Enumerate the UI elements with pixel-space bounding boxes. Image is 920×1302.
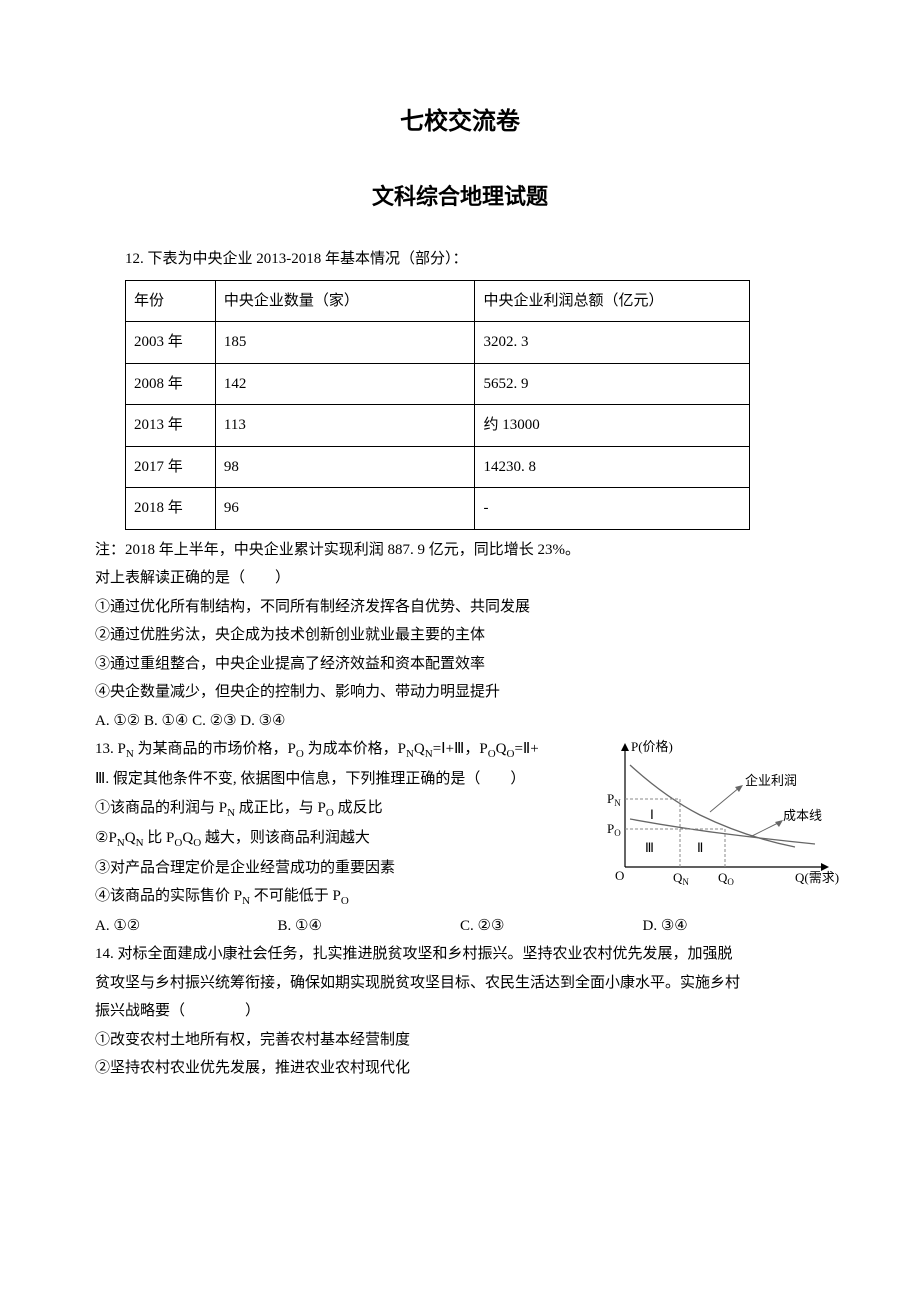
table-row: 2018 年 96 - (126, 488, 750, 530)
y-axis-label: P(价格) (631, 739, 673, 754)
q12-note: 注：2018 年上半年，中央企业累计实现利润 887. 9 亿元，同比增长 23… (95, 536, 825, 565)
th-count: 中央企业数量（家） (215, 280, 475, 322)
q14-s1: ①改变农村土地所有权，完善农村基本经营制度 (95, 1026, 825, 1055)
q14-line3: 振兴战略要（ ） (95, 997, 825, 1026)
opt-b: B. ①④ (278, 912, 461, 941)
q12-s1: ①通过优化所有制结构，不同所有制经济发挥各自优势、共同发展 (95, 593, 825, 622)
q14-line2: 贫攻坚与乡村振兴统筹衔接，确保如期实现脱贫攻坚目标、农民生活达到全面小康水平。实… (95, 969, 825, 998)
svg-text:QO: QO (718, 870, 734, 887)
th-profit: 中央企业利润总额（亿元） (475, 280, 750, 322)
svg-text:Ⅲ: Ⅲ (645, 840, 654, 855)
q13-s1: ①该商品的利润与 PN 成正比，与 PO 成反比 (95, 794, 585, 824)
svg-text:Ⅰ: Ⅰ (650, 807, 654, 822)
q14-s2: ②坚持农村农业优先发展，推进农业农村现代化 (95, 1054, 825, 1083)
table-row: 2003 年 185 3202. 3 (126, 322, 750, 364)
table-row: 2017 年 98 14230. 8 (126, 446, 750, 488)
curve1-label: 企业利润 (745, 773, 797, 788)
opt-a: A. ①② (95, 912, 278, 941)
table-header-row: 年份 中央企业数量（家） 中央企业利润总额（亿元） (126, 280, 750, 322)
sub-title: 文科综合地理试题 (95, 176, 825, 218)
q12-table: 年份 中央企业数量（家） 中央企业利润总额（亿元） 2003 年 185 320… (125, 280, 750, 530)
svg-text:Ⅱ: Ⅱ (697, 840, 703, 855)
svg-text:O: O (615, 868, 624, 883)
curve2-label: 成本线 (783, 808, 822, 823)
opt-d: D. ③④ (643, 912, 826, 941)
q14-line1: 14. 对标全面建成小康社会任务，扎实推进脱贫攻坚和乡村振兴。坚持农业农村优先发… (95, 940, 825, 969)
q13-chart: P(价格) Q(需求) 企业利润 成本线 PN PO O QN QO Ⅰ Ⅱ Ⅲ (595, 737, 845, 897)
main-title: 七校交流卷 (95, 100, 825, 146)
q13-line1: 13. PN 为某商品的市场价格，PO 为成本价格，PNQN=Ⅰ+Ⅲ，POQO=… (95, 735, 585, 765)
q13-block: 13. PN 为某商品的市场价格，PO 为成本价格，PNQN=Ⅰ+Ⅲ，POQO=… (95, 735, 825, 853)
q12-s2: ②通过优胜劣汰，央企成为技术创新创业就业最主要的主体 (95, 621, 825, 650)
q13-line2: Ⅲ. 假定其他条件不变, 依据图中信息，下列推理正确的是（ ） (95, 765, 585, 794)
table-row: 2013 年 113 约 13000 (126, 405, 750, 447)
opt-c: C. ②③ (460, 912, 643, 941)
q12-s3: ③通过重组整合，中央企业提高了经济效益和资本配置效率 (95, 650, 825, 679)
q13-s2: ②PNQN 比 POQO 越大，则该商品利润越大 (95, 824, 585, 854)
table-row: 2008 年 142 5652. 9 (126, 363, 750, 405)
svg-text:PO: PO (607, 821, 621, 838)
q12-intro: 12. 下表为中央企业 2013-2018 年基本情况（部分）： (95, 245, 825, 274)
q12-s4: ④央企数量减少，但央企的控制力、影响力、带动力明显提升 (95, 678, 825, 707)
q12-options: A. ①② B. ①④ C. ②③ D. ③④ (95, 707, 825, 736)
th-year: 年份 (126, 280, 216, 322)
q13-options: A. ①② B. ①④ C. ②③ D. ③④ (95, 912, 825, 941)
q12-stem: 对上表解读正确的是（ ） (95, 564, 825, 593)
svg-text:PN: PN (607, 791, 621, 808)
svg-text:QN: QN (673, 870, 689, 887)
x-axis-label: Q(需求) (795, 870, 839, 885)
